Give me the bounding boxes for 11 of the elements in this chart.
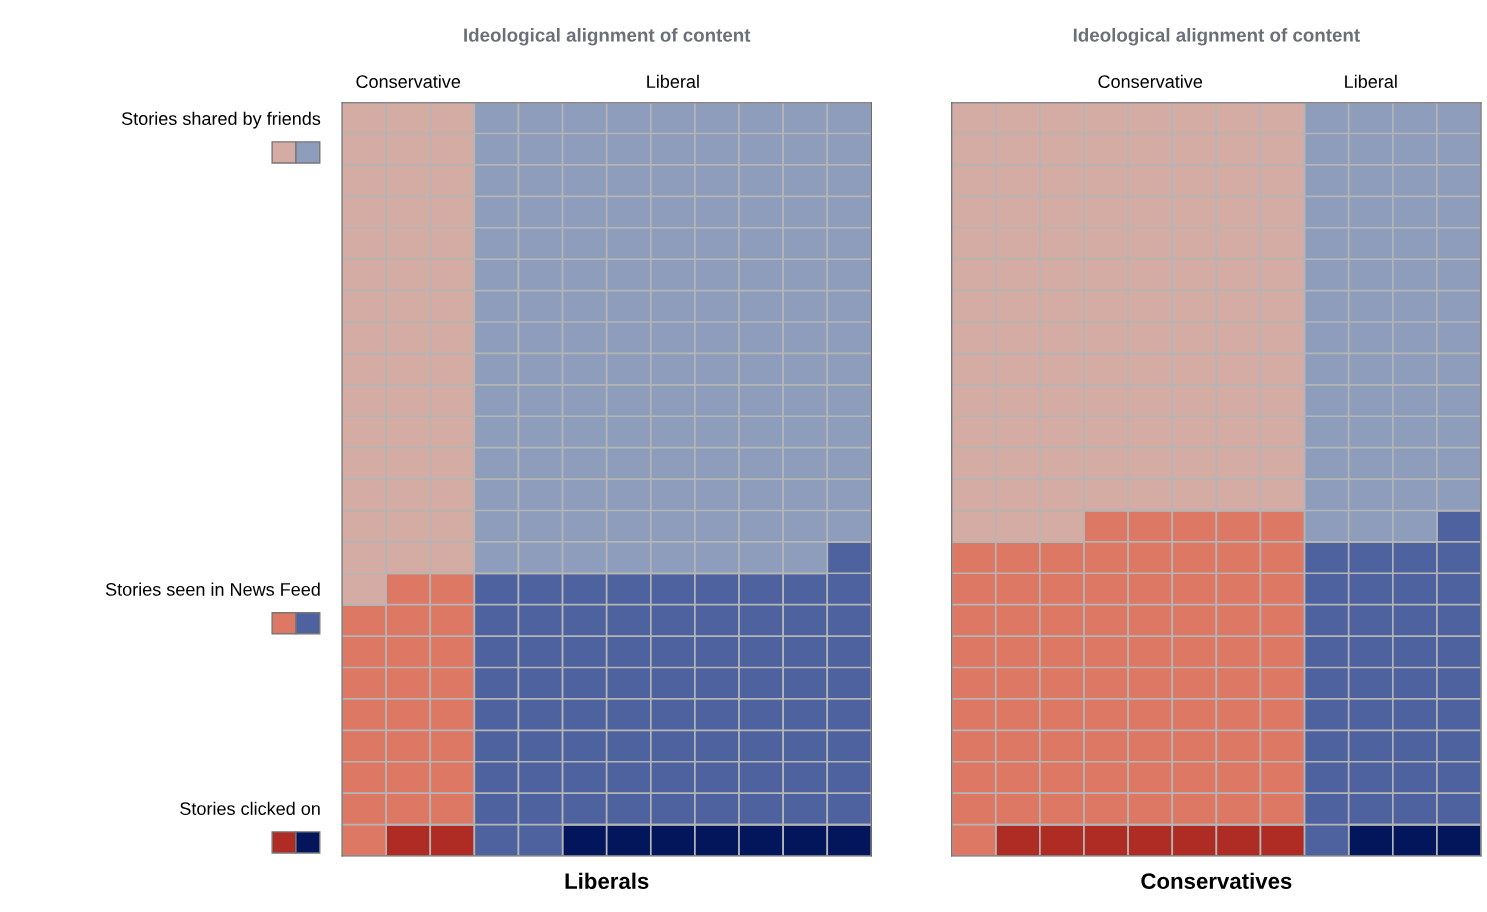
text: Stories seen in News Feed	[105, 582, 320, 596]
x-axis-title: Liberals	[565, 872, 649, 889]
x-tick-label: Liberal	[1345, 74, 1397, 89]
x-tick-label: Conservative	[356, 74, 461, 89]
chart-title: Ideological alignment of content	[464, 27, 751, 46]
chart-title: Ideological alignment of content	[1073, 27, 1360, 46]
x-tick-label: Conservative	[1098, 74, 1203, 89]
x-tick-label: Liberal	[647, 74, 699, 89]
text: Stories clicked on	[180, 801, 320, 816]
x-axis-title: Conservatives	[1141, 872, 1292, 889]
text: Stories shared by friends	[121, 111, 321, 129]
